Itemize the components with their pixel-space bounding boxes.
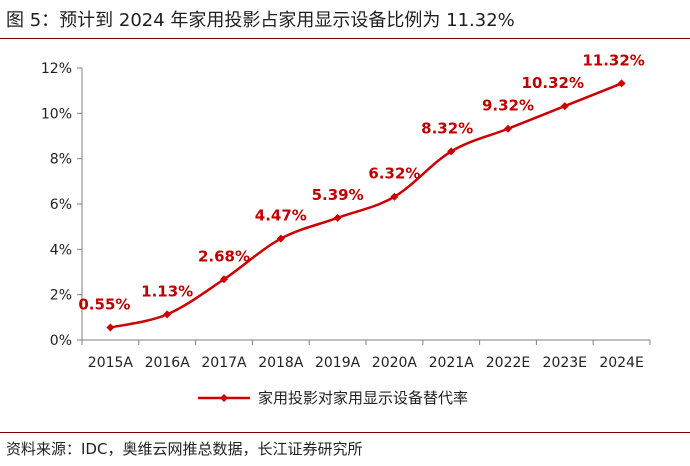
figure-title: 图 5：预计到 2024 年家用投影占家用显示设备比例为 11.32% xyxy=(6,10,515,31)
x-tick-label: 2022E xyxy=(486,355,530,371)
data-point xyxy=(220,275,228,284)
data-label: 0.55% xyxy=(78,296,130,314)
data-point xyxy=(617,79,626,88)
y-tick-label: 8% xyxy=(50,152,72,168)
data-label: 8.32% xyxy=(421,119,473,137)
data-point xyxy=(447,147,456,156)
data-point xyxy=(390,192,399,201)
y-tick-label: 6% xyxy=(50,197,72,213)
data-point xyxy=(333,213,342,222)
x-tick-label: 2021A xyxy=(429,355,475,371)
data-label: 5.39% xyxy=(312,186,364,204)
legend-marker xyxy=(220,394,228,402)
x-tick-label: 2018A xyxy=(258,355,304,371)
y-tick-label: 4% xyxy=(50,242,72,258)
data-label: 10.32% xyxy=(522,74,584,92)
x-tick-label: 2017A xyxy=(201,355,247,371)
series-line xyxy=(110,82,623,329)
data-point xyxy=(504,124,512,133)
data-point xyxy=(106,323,115,332)
legend-label: 家用投影对家用显示设备替代率 xyxy=(258,389,468,407)
y-tick-label: 0% xyxy=(50,333,72,349)
source-note: 资料来源：IDC，奥维云网推总数据，长江证券研究所 xyxy=(6,440,363,458)
y-tick-label: 2% xyxy=(50,288,72,304)
data-point xyxy=(560,102,569,111)
x-tick-label: 2023E xyxy=(543,355,587,371)
x-tick-label: 2019A xyxy=(315,355,361,371)
data-point xyxy=(163,310,172,319)
data-label: 9.32% xyxy=(482,97,534,115)
x-tick-label: 2020A xyxy=(372,355,418,371)
data-label: 11.32% xyxy=(582,51,644,69)
x-tick-label: 2024E xyxy=(599,355,643,371)
data-label: 6.32% xyxy=(368,165,420,183)
y-tick-label: 12% xyxy=(41,61,72,77)
data-label: 4.47% xyxy=(255,207,307,225)
title-rule xyxy=(0,38,690,39)
x-tick-label: 2016A xyxy=(145,355,191,371)
data-label: 2.68% xyxy=(198,247,250,265)
data-label: 1.13% xyxy=(141,282,193,300)
y-tick-label: 10% xyxy=(41,106,72,122)
x-tick-label: 2015A xyxy=(88,355,134,371)
data-point xyxy=(276,234,285,243)
source-rule xyxy=(0,432,690,433)
